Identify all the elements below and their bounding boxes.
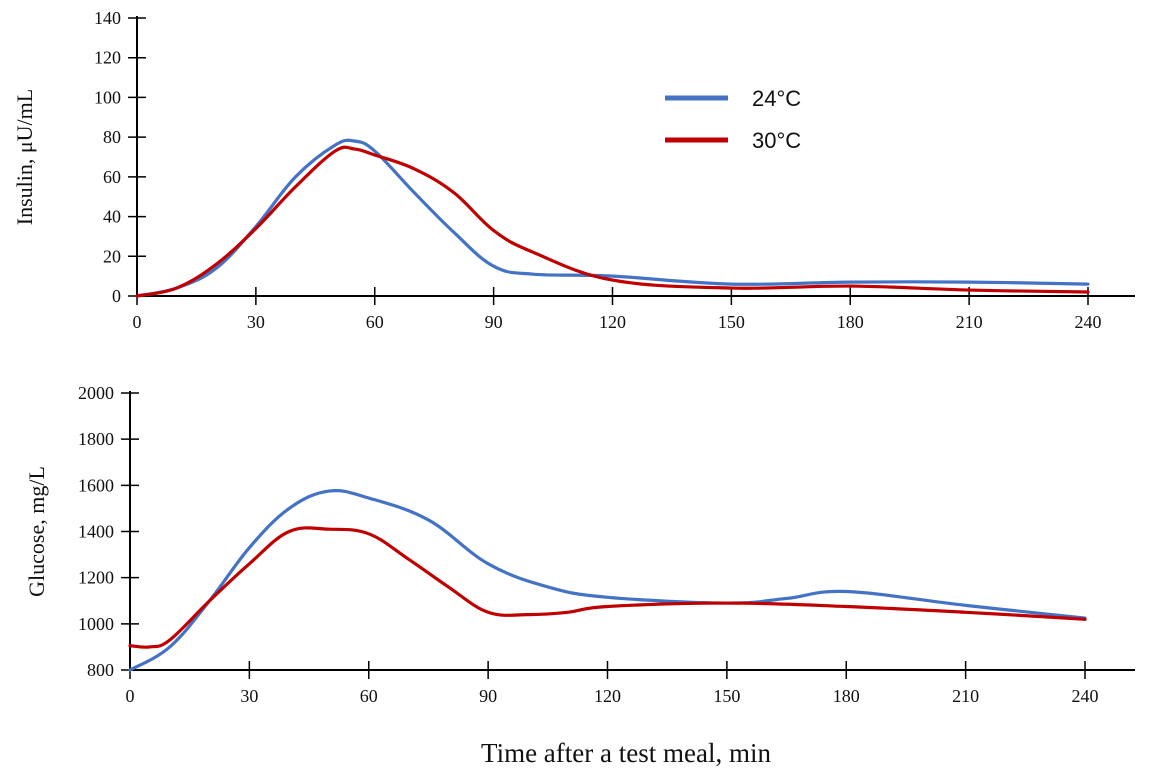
glucose-series-blue-line bbox=[128, 489, 1087, 672]
glucose-x-tick-label: 90 bbox=[479, 686, 497, 706]
glucose-y-tick-label: 1200 bbox=[78, 568, 114, 588]
insulin-x-tick-label: 240 bbox=[1075, 312, 1102, 332]
glucose-x-tick-label: 120 bbox=[594, 686, 621, 706]
insulin-y-tick-label: 0 bbox=[112, 286, 121, 306]
glucose-x-tick-label: 150 bbox=[713, 686, 740, 706]
legend-label: 30°C bbox=[752, 128, 801, 153]
glucose-chart-panel: 800 1000 1200 1400 1600 1800 2000 0 30 60 90 120 150… bbox=[24, 383, 1135, 706]
legend-label: 24°C bbox=[752, 86, 801, 111]
glucose-x-tick-label: 60 bbox=[360, 686, 378, 706]
insulin-x-tick-label: 30 bbox=[247, 312, 265, 332]
insulin-y-tick-label: 60 bbox=[103, 167, 121, 187]
glucose-y-tick-label: 1000 bbox=[78, 614, 114, 634]
x-axis-title: Time after a test meal, min bbox=[481, 738, 771, 768]
glucose-y-tick-label: 1400 bbox=[78, 522, 114, 542]
glucose-x-tick-label: 180 bbox=[833, 686, 860, 706]
glucose-x-tick-label: 240 bbox=[1072, 686, 1099, 706]
insulin-chart-panel: 0 20 40 60 80 100 120 140 0 30 60 90 120 150 180 210 240… bbox=[12, 8, 1135, 332]
insulin-x-tick-label: 60 bbox=[366, 312, 384, 332]
insulin-y-tick-label: 100 bbox=[94, 87, 121, 107]
glucose-x-tick-label: 0 bbox=[126, 686, 135, 706]
glucose-y-axis-title: Glucose, mg/L bbox=[24, 466, 49, 597]
insulin-series-blue-line bbox=[135, 138, 1090, 298]
insulin-x-tick-label: 0 bbox=[133, 312, 142, 332]
insulin-y-tick-label: 120 bbox=[94, 48, 121, 68]
insulin-y-tick-label: 140 bbox=[94, 8, 121, 28]
glucose-y-tick-label: 1600 bbox=[78, 475, 114, 495]
glucose-series-red-line bbox=[128, 526, 1087, 649]
insulin-x-tick-label: 90 bbox=[485, 312, 503, 332]
insulin-x-tick-label: 150 bbox=[718, 312, 745, 332]
insulin-x-tick-label: 210 bbox=[956, 312, 983, 332]
glucose-x-tick-label: 210 bbox=[952, 686, 979, 706]
glucose-y-tick-label: 2000 bbox=[78, 383, 114, 403]
insulin-series-red-line bbox=[135, 145, 1090, 298]
insulin-y-tick-label: 80 bbox=[103, 127, 121, 147]
insulin-x-tick-label: 180 bbox=[837, 312, 864, 332]
insulin-y-tick-label: 20 bbox=[103, 246, 121, 266]
glucose-y-tick-label: 1800 bbox=[78, 429, 114, 449]
glucose-y-tick-label: 800 bbox=[87, 660, 114, 680]
insulin-y-axis-title: Insulin, μU/mL bbox=[12, 89, 37, 225]
glucose-x-tick-label: 30 bbox=[240, 686, 258, 706]
chart-legend: 24°C 30°C bbox=[665, 86, 801, 153]
insulin-x-tick-label: 120 bbox=[599, 312, 626, 332]
insulin-y-tick-label: 40 bbox=[103, 207, 121, 227]
